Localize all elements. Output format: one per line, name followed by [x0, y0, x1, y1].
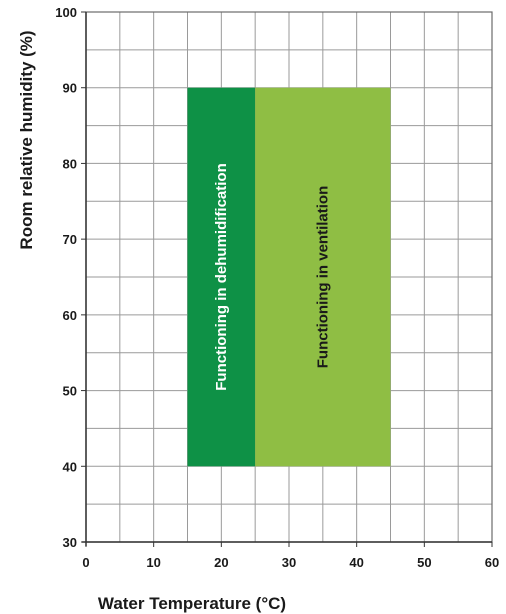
y-tick-label: 40 [63, 459, 77, 474]
region-ventilation [255, 87, 391, 467]
y-tick-label: 30 [63, 535, 77, 550]
x-axis-title: Water Temperature (°C) [98, 594, 286, 613]
tick-labels: 0 10 20 30 40 50 60 30 40 50 60 70 80 90 100 [55, 5, 499, 570]
y-tick-label: 100 [55, 5, 77, 20]
y-tick-label: 70 [63, 232, 77, 247]
x-tick-label: 40 [349, 555, 363, 570]
y-tick-label: 60 [63, 308, 77, 323]
y-tick-label: 80 [63, 156, 77, 171]
region-dehumidification [187, 87, 256, 467]
region-label-dehumidification: Functioning in dehumidification [213, 163, 230, 390]
x-tick-label: 30 [282, 555, 296, 570]
regions: Functioning in dehumidification Functioni… [187, 87, 391, 467]
x-tick-label: 10 [146, 555, 160, 570]
x-tick-label: 20 [214, 555, 228, 570]
x-tick-label: 60 [485, 555, 499, 570]
axes [82, 11, 493, 546]
y-axis-title: Room relative humidity (%) [17, 30, 36, 249]
x-tick-label: 0 [82, 555, 89, 570]
y-tick-label: 90 [63, 81, 77, 96]
region-label-ventilation: Functioning in ventilation [314, 186, 331, 368]
x-tick-label: 50 [417, 555, 431, 570]
y-tick-label: 50 [63, 384, 77, 399]
